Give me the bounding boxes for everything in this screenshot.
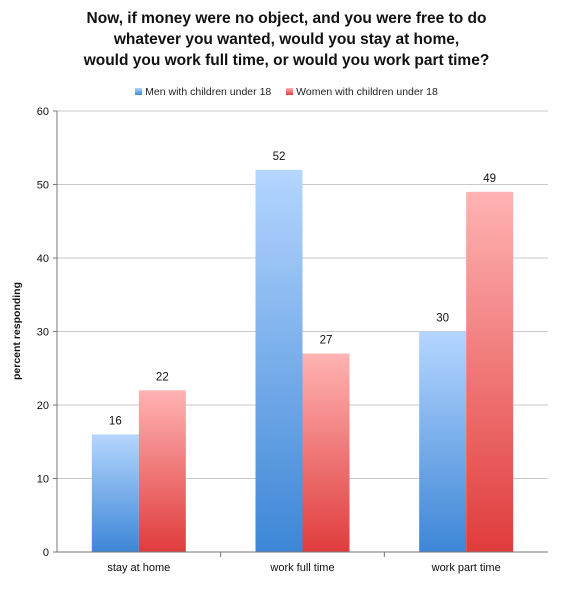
- chart-title-line: Now, if money were no object, and you we…: [86, 10, 487, 27]
- chart-title-line: whatever you wanted, would you stay at h…: [113, 31, 460, 48]
- bar-men: [419, 331, 467, 552]
- legend-label-women: Women with children under 18: [296, 86, 438, 98]
- bar-women: [302, 353, 350, 552]
- x-tick-label: work full time: [269, 562, 334, 574]
- data-label: 30: [436, 313, 449, 325]
- chart-title-line: would you work full time, or would you w…: [83, 52, 490, 69]
- bar-women: [138, 390, 186, 552]
- y-tick-label: 60: [37, 106, 49, 118]
- bars: [91, 169, 514, 553]
- legend-item-women: Women with children under 18: [286, 86, 438, 98]
- x-tick-label: work part time: [431, 562, 501, 574]
- legend-swatch-men: [135, 88, 143, 95]
- y-tick-label: 0: [43, 547, 49, 559]
- x-tick-label: stay at home: [107, 562, 170, 574]
- y-tick-label: 20: [37, 400, 49, 412]
- data-label: 49: [483, 173, 496, 185]
- legend-item-men: Men with children under 18: [135, 86, 271, 98]
- chart-title: Now, if money were no object, and you we…: [0, 8, 573, 71]
- bar-women: [466, 191, 514, 552]
- y-tick-label: 40: [37, 253, 49, 265]
- legend-swatch-women: [286, 88, 294, 95]
- data-label: 22: [156, 371, 169, 383]
- data-label: 27: [320, 335, 333, 347]
- data-labels: 16 22 52 27 30 49: [109, 151, 496, 428]
- y-axis-ticks: 0 10 20 30 40 50 60: [37, 106, 57, 559]
- bar-men: [255, 169, 303, 553]
- data-label: 16: [109, 415, 122, 427]
- x-axis-ticks: stay at home work full time work part time: [107, 552, 501, 574]
- chart-legend: Men with children under 18 Women with ch…: [0, 86, 573, 98]
- bar-men: [91, 434, 139, 552]
- y-tick-label: 10: [37, 474, 49, 486]
- y-tick-label: 30: [37, 327, 49, 339]
- data-label: 52: [273, 151, 286, 163]
- legend-label-men: Men with children under 18: [145, 86, 272, 98]
- y-tick-label: 50: [37, 180, 49, 192]
- y-axis-label: percent responding: [11, 282, 23, 380]
- axes: [56, 111, 548, 553]
